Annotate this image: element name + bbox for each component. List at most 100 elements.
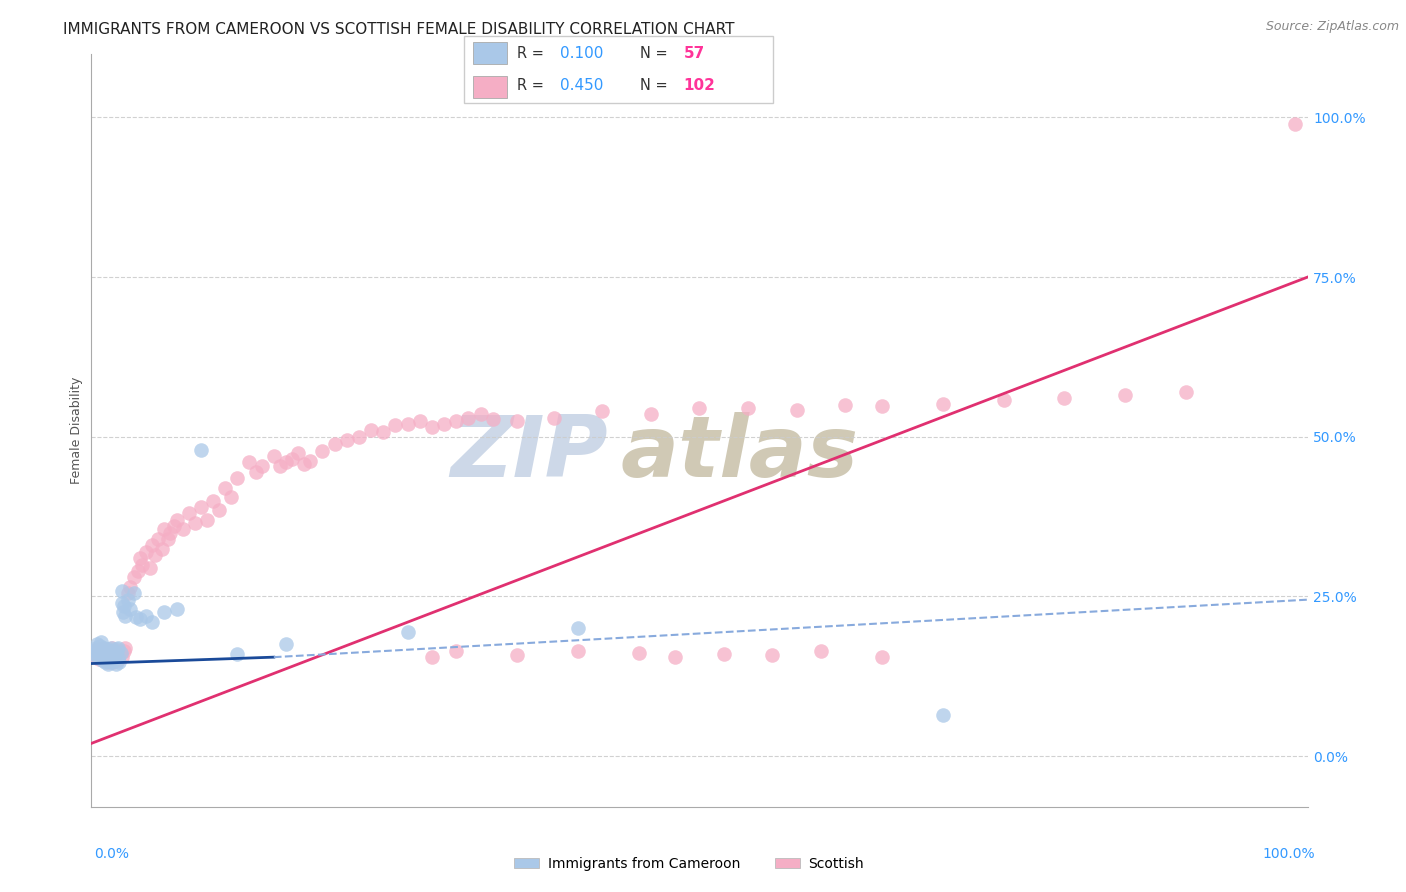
Point <box>420 650 443 665</box>
Point <box>89 640 111 654</box>
Point <box>131 558 153 572</box>
Point <box>103 647 125 661</box>
Point <box>97 657 120 671</box>
Point <box>993 392 1015 407</box>
Point <box>98 652 121 666</box>
Point <box>470 408 492 422</box>
Point <box>214 481 236 495</box>
Text: N =: N = <box>640 46 672 62</box>
Point <box>117 592 139 607</box>
Point <box>84 647 107 661</box>
Point <box>107 640 129 655</box>
Text: 57: 57 <box>683 46 704 62</box>
Point <box>664 650 686 665</box>
Point <box>156 532 179 546</box>
Point <box>97 641 120 656</box>
Point <box>1175 385 1198 400</box>
Point <box>931 707 953 722</box>
Point <box>172 522 194 536</box>
Point <box>94 655 117 669</box>
Point <box>120 580 142 594</box>
Point <box>166 602 188 616</box>
Point <box>543 410 565 425</box>
Point <box>110 646 132 660</box>
Text: 0.0%: 0.0% <box>94 847 129 861</box>
Point <box>86 650 108 665</box>
Point <box>93 650 115 665</box>
Point <box>713 647 735 661</box>
Point <box>433 417 456 431</box>
Point <box>384 418 406 433</box>
Point <box>111 596 134 610</box>
Point <box>274 637 297 651</box>
Point <box>931 396 953 410</box>
Point <box>84 640 107 655</box>
Text: 0.100: 0.100 <box>560 46 603 62</box>
Text: 102: 102 <box>683 78 716 94</box>
Point <box>153 606 176 620</box>
Point <box>94 646 117 660</box>
Point <box>263 449 285 463</box>
Point <box>108 647 131 661</box>
Point <box>101 650 124 665</box>
Point <box>104 657 127 671</box>
Point <box>166 513 188 527</box>
Point <box>101 640 124 655</box>
Point <box>444 414 467 428</box>
Point <box>103 644 125 658</box>
Point <box>103 653 125 667</box>
Point <box>190 500 212 514</box>
Point <box>96 647 118 661</box>
Text: ZIP: ZIP <box>451 411 609 494</box>
Point <box>98 646 121 660</box>
Point <box>195 513 218 527</box>
Text: N =: N = <box>640 78 672 94</box>
Point <box>1053 392 1076 406</box>
Point <box>444 644 467 658</box>
Point <box>786 403 808 417</box>
Point <box>87 641 110 656</box>
Point <box>89 644 111 658</box>
Point <box>86 637 108 651</box>
Point <box>111 584 134 599</box>
Point <box>112 599 135 613</box>
Point <box>591 404 613 418</box>
Point <box>141 615 163 629</box>
Point <box>420 420 443 434</box>
Text: IMMIGRANTS FROM CAMEROON VS SCOTTISH FEMALE DISABILITY CORRELATION CHART: IMMIGRANTS FROM CAMEROON VS SCOTTISH FEM… <box>63 22 735 37</box>
Point <box>104 646 127 660</box>
Point <box>481 412 503 426</box>
Point <box>105 641 128 656</box>
Text: 100.0%: 100.0% <box>1263 847 1315 861</box>
Point <box>245 465 267 479</box>
Point <box>103 650 125 665</box>
Point <box>90 647 112 661</box>
Point <box>506 648 529 663</box>
Point <box>83 644 105 658</box>
Point <box>107 653 129 667</box>
Point <box>269 458 291 473</box>
Point <box>127 564 149 578</box>
Point <box>250 458 273 473</box>
Point <box>870 650 893 665</box>
Point <box>627 646 650 660</box>
Point <box>87 646 110 660</box>
Point <box>190 442 212 457</box>
Point <box>506 414 529 428</box>
Point <box>93 653 115 667</box>
Legend: Immigrants from Cameroon, Scottish: Immigrants from Cameroon, Scottish <box>509 851 869 876</box>
Text: 0.450: 0.450 <box>560 78 603 94</box>
Point <box>103 655 125 669</box>
Point <box>567 644 589 658</box>
Point <box>761 648 783 663</box>
Point <box>111 650 134 665</box>
Point <box>311 443 333 458</box>
Point <box>91 644 114 658</box>
Point <box>105 644 128 658</box>
Point <box>91 653 114 667</box>
Point <box>238 455 260 469</box>
Point <box>226 471 249 485</box>
Point <box>129 612 152 626</box>
Point <box>274 455 297 469</box>
Point <box>94 648 117 663</box>
